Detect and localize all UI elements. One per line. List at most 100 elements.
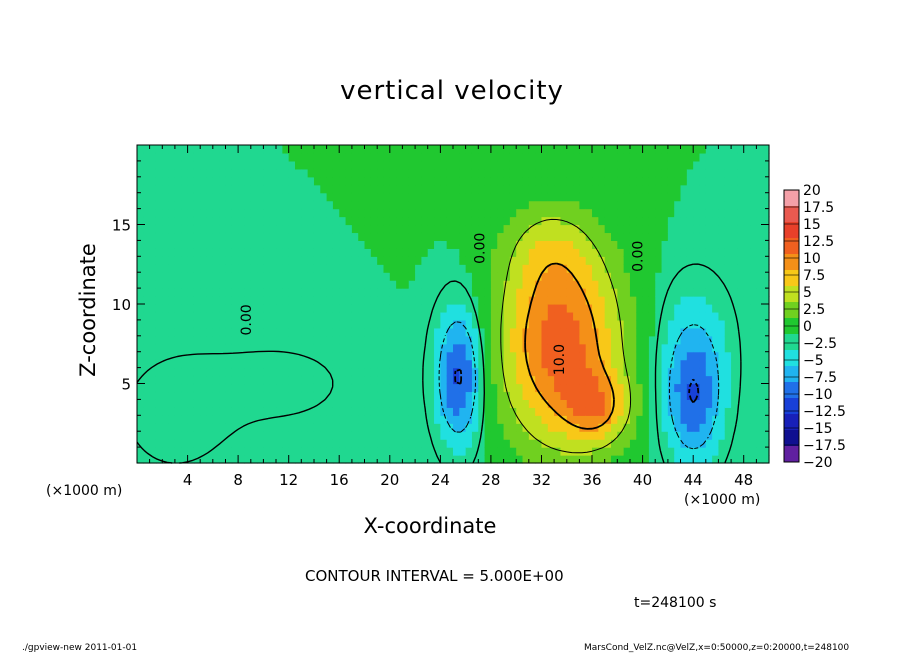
heatmap-cell [358,439,366,448]
heatmap-cell [389,216,397,226]
heatmap-cell [244,296,252,305]
heatmap-cell [332,351,340,361]
heatmap-cell [573,272,580,281]
heatmap-cell [554,335,562,345]
heatmap-cell [617,248,625,257]
heatmap-cell [168,447,176,456]
heatmap-cell [636,176,644,186]
heatmap-cell [427,216,435,226]
heatmap-cell [326,311,334,321]
heatmap-cell [737,216,745,226]
heatmap-cell [225,168,233,178]
heatmap-cell [446,335,454,345]
heatmap-cell [516,455,524,464]
heatmap-cell [686,216,694,226]
heatmap-cell [383,319,391,329]
heatmap-cell [617,280,625,289]
heatmap-cell [276,200,283,210]
heatmap-cell [541,208,549,218]
heatmap-cell [617,216,625,226]
heatmap-cell [244,208,252,218]
heatmap-cell [484,319,492,329]
heatmap-cell [611,455,618,464]
heatmap-cell [421,335,429,345]
heatmap-cell [263,296,271,305]
heatmap-cell [756,264,764,273]
heatmap-cell [244,280,252,289]
heatmap-cell [351,184,359,194]
heatmap-cell [421,224,429,234]
heatmap-cell [440,343,448,353]
heatmap-cell [522,272,530,281]
heatmap-cell [206,296,214,305]
heatmap-cell [484,192,492,202]
heatmap-cell [655,319,663,329]
heatmap-cell [238,176,246,186]
heatmap-cell [718,200,726,210]
heatmap-cell [661,304,669,313]
heatmap-cell [396,415,404,424]
heatmap-cell [231,152,239,162]
heatmap-cell [383,288,391,297]
heatmap-cell [642,288,650,297]
heatmap-cell [693,192,701,202]
heatmap-cell [358,359,366,369]
heatmap-cell [396,184,404,194]
heatmap-cell [351,391,359,400]
heatmap-cell [743,391,751,400]
heatmap-cell [686,280,694,289]
heatmap-cell [636,160,644,170]
heatmap-cell [358,375,366,385]
heatmap-cell [712,152,720,162]
heatmap-cell [661,375,669,385]
heatmap-cell [750,327,757,337]
heatmap-cell [434,304,441,313]
heatmap-cell [750,224,757,234]
heatmap-cell [206,311,214,321]
heatmap-cell [573,319,580,329]
heatmap-cell [648,145,656,154]
heatmap-cell [212,439,220,448]
heatmap-cell [471,248,479,257]
heatmap-cell [617,351,625,361]
heatmap-cell [345,224,353,234]
heatmap-cell [143,296,151,305]
heatmap-cell [724,280,732,289]
heatmap-cell [396,383,404,393]
heatmap-cell [724,304,732,313]
heatmap-cell [642,343,650,353]
heatmap-cell [560,200,568,210]
heatmap-cell [320,280,328,289]
colorbar-swatch [784,222,799,239]
heatmap-cell [137,176,144,186]
heatmap-cell [225,399,233,408]
heatmap-cell [471,391,479,400]
heatmap-cell [516,208,524,218]
heatmap-cell [655,383,663,393]
heatmap-cell [238,288,246,297]
heatmap-cell [320,319,328,329]
heatmap-cell [370,391,378,400]
heatmap-cell [137,240,144,249]
heatmap-cell [699,407,707,416]
heatmap-cell [724,439,732,448]
heatmap-cell [648,240,656,249]
heatmap-cell [598,383,606,393]
heatmap-cell [459,280,467,289]
heatmap-cell [257,176,264,186]
heatmap-cell [712,383,720,393]
heatmap-cell [737,439,745,448]
heatmap-cell [743,407,751,416]
heatmap-cell [219,208,227,218]
heatmap-cell [282,383,290,393]
heatmap-cell [497,256,505,265]
heatmap-cell [269,184,277,194]
heatmap-cell [326,399,334,408]
heatmap-cell [636,423,644,432]
heatmap-cell [206,160,214,170]
heatmap-cell [465,280,473,289]
heatmap-cell [453,240,460,249]
heatmap-cell [535,216,543,226]
heatmap-cell [402,176,410,186]
heatmap-cell [686,145,694,154]
